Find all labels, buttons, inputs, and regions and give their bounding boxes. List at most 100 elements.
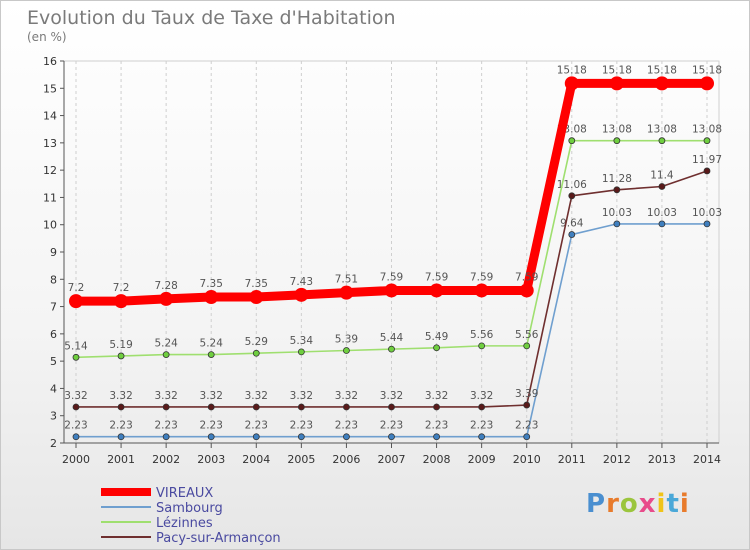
data-point — [343, 347, 350, 354]
data-label: 7.2 — [113, 282, 130, 294]
data-point — [207, 351, 215, 358]
data-label: 7.59 — [425, 271, 448, 283]
data-point — [162, 351, 170, 358]
data-label: 2.23 — [335, 420, 358, 432]
chart-title: Evolution du Taux de Taxe d'Habitation — [27, 7, 396, 29]
data-label: 2.23 — [245, 420, 268, 432]
data-label: 13.08 — [602, 124, 632, 136]
data-label: 7.28 — [154, 280, 177, 292]
data-point — [474, 283, 489, 298]
logo-letter: i — [679, 489, 690, 519]
data-point — [564, 76, 579, 91]
data-label: 15.18 — [692, 64, 722, 76]
data-point — [72, 403, 80, 411]
data-label: 7.35 — [245, 278, 268, 290]
data-point — [478, 403, 486, 411]
data-point — [384, 283, 399, 298]
data-label: 11.06 — [557, 179, 587, 191]
data-label: 9.64 — [560, 218, 584, 230]
data-label: 3.32 — [245, 390, 268, 402]
data-point — [478, 342, 486, 350]
data-point — [703, 167, 711, 175]
data-point — [297, 433, 305, 441]
data-point — [658, 137, 666, 145]
legend-label: Sambourg — [156, 501, 223, 516]
data-label: 2.23 — [425, 420, 448, 432]
data-point — [523, 433, 531, 441]
x-tick-label: 2012 — [603, 453, 631, 466]
y-tick-label: 7 — [50, 301, 57, 314]
data-label: 7.59 — [515, 271, 538, 283]
data-label: 5.29 — [245, 336, 268, 348]
data-point — [252, 403, 260, 411]
data-point — [658, 220, 666, 228]
data-point — [252, 349, 260, 357]
data-label: 11.28 — [602, 173, 632, 185]
y-tick-label: 9 — [50, 246, 57, 259]
data-point — [478, 433, 486, 441]
logo-letter: P — [586, 489, 607, 519]
x-tick-label: 2010 — [513, 453, 541, 466]
data-label: 5.34 — [290, 335, 314, 347]
data-label: 5.19 — [109, 339, 132, 351]
x-tick-label: 2005 — [287, 453, 315, 466]
data-label: 2.23 — [470, 420, 493, 432]
data-point — [343, 403, 350, 411]
data-point — [388, 433, 395, 441]
data-label: 5.49 — [425, 331, 448, 343]
data-point — [162, 403, 170, 411]
data-point — [568, 231, 576, 238]
data-label: 5.24 — [200, 338, 224, 350]
data-label: 7.59 — [470, 271, 493, 283]
x-tick-label: 2011 — [558, 453, 586, 466]
data-label: 5.56 — [470, 329, 494, 341]
x-tick-label: 2009 — [468, 453, 496, 466]
logo-letter: r — [606, 489, 620, 519]
x-tick-label: 2014 — [693, 453, 721, 466]
data-point — [297, 348, 305, 356]
data-point — [654, 76, 669, 91]
data-label: 7.43 — [290, 276, 313, 288]
data-label: 7.35 — [200, 278, 223, 290]
data-label: 5.56 — [515, 329, 539, 341]
data-point — [433, 403, 440, 411]
data-point — [114, 294, 129, 309]
data-label: 5.14 — [64, 340, 88, 352]
data-point — [388, 403, 395, 411]
data-point — [658, 183, 666, 190]
data-point — [613, 186, 621, 194]
data-point — [433, 344, 440, 352]
data-label: 15.18 — [602, 64, 632, 76]
data-label: 3.32 — [425, 390, 448, 402]
y-tick-label: 11 — [43, 191, 57, 204]
x-tick-label: 2000 — [62, 453, 90, 466]
x-tick-label: 2003 — [197, 453, 225, 466]
y-tick-label: 14 — [43, 110, 57, 123]
y-tick-label: 3 — [50, 410, 57, 423]
data-point — [294, 287, 309, 302]
data-point — [72, 353, 80, 361]
data-label: 5.44 — [380, 332, 404, 344]
legend-label: Pacy-sur-Armançon — [156, 531, 281, 546]
x-tick-label: 2002 — [152, 453, 180, 466]
data-label: 7.51 — [335, 274, 358, 286]
y-tick-label: 16 — [43, 55, 57, 68]
data-label: 15.18 — [557, 64, 587, 76]
data-label: 2.23 — [200, 420, 223, 432]
data-point — [519, 283, 534, 298]
y-tick-label: 2 — [50, 437, 57, 450]
data-label: 2.23 — [154, 420, 177, 432]
data-label: 3.32 — [109, 390, 132, 402]
x-tick-label: 2007 — [378, 453, 406, 466]
chart-unit: (en %) — [27, 30, 67, 44]
data-point — [207, 433, 215, 441]
data-point — [72, 433, 80, 441]
logo-letter: t — [666, 489, 680, 519]
data-label: 3.32 — [64, 390, 87, 402]
data-label: 7.2 — [68, 282, 85, 294]
data-point — [117, 433, 125, 441]
data-point — [339, 285, 354, 300]
data-point — [297, 403, 305, 411]
data-point — [613, 220, 621, 228]
